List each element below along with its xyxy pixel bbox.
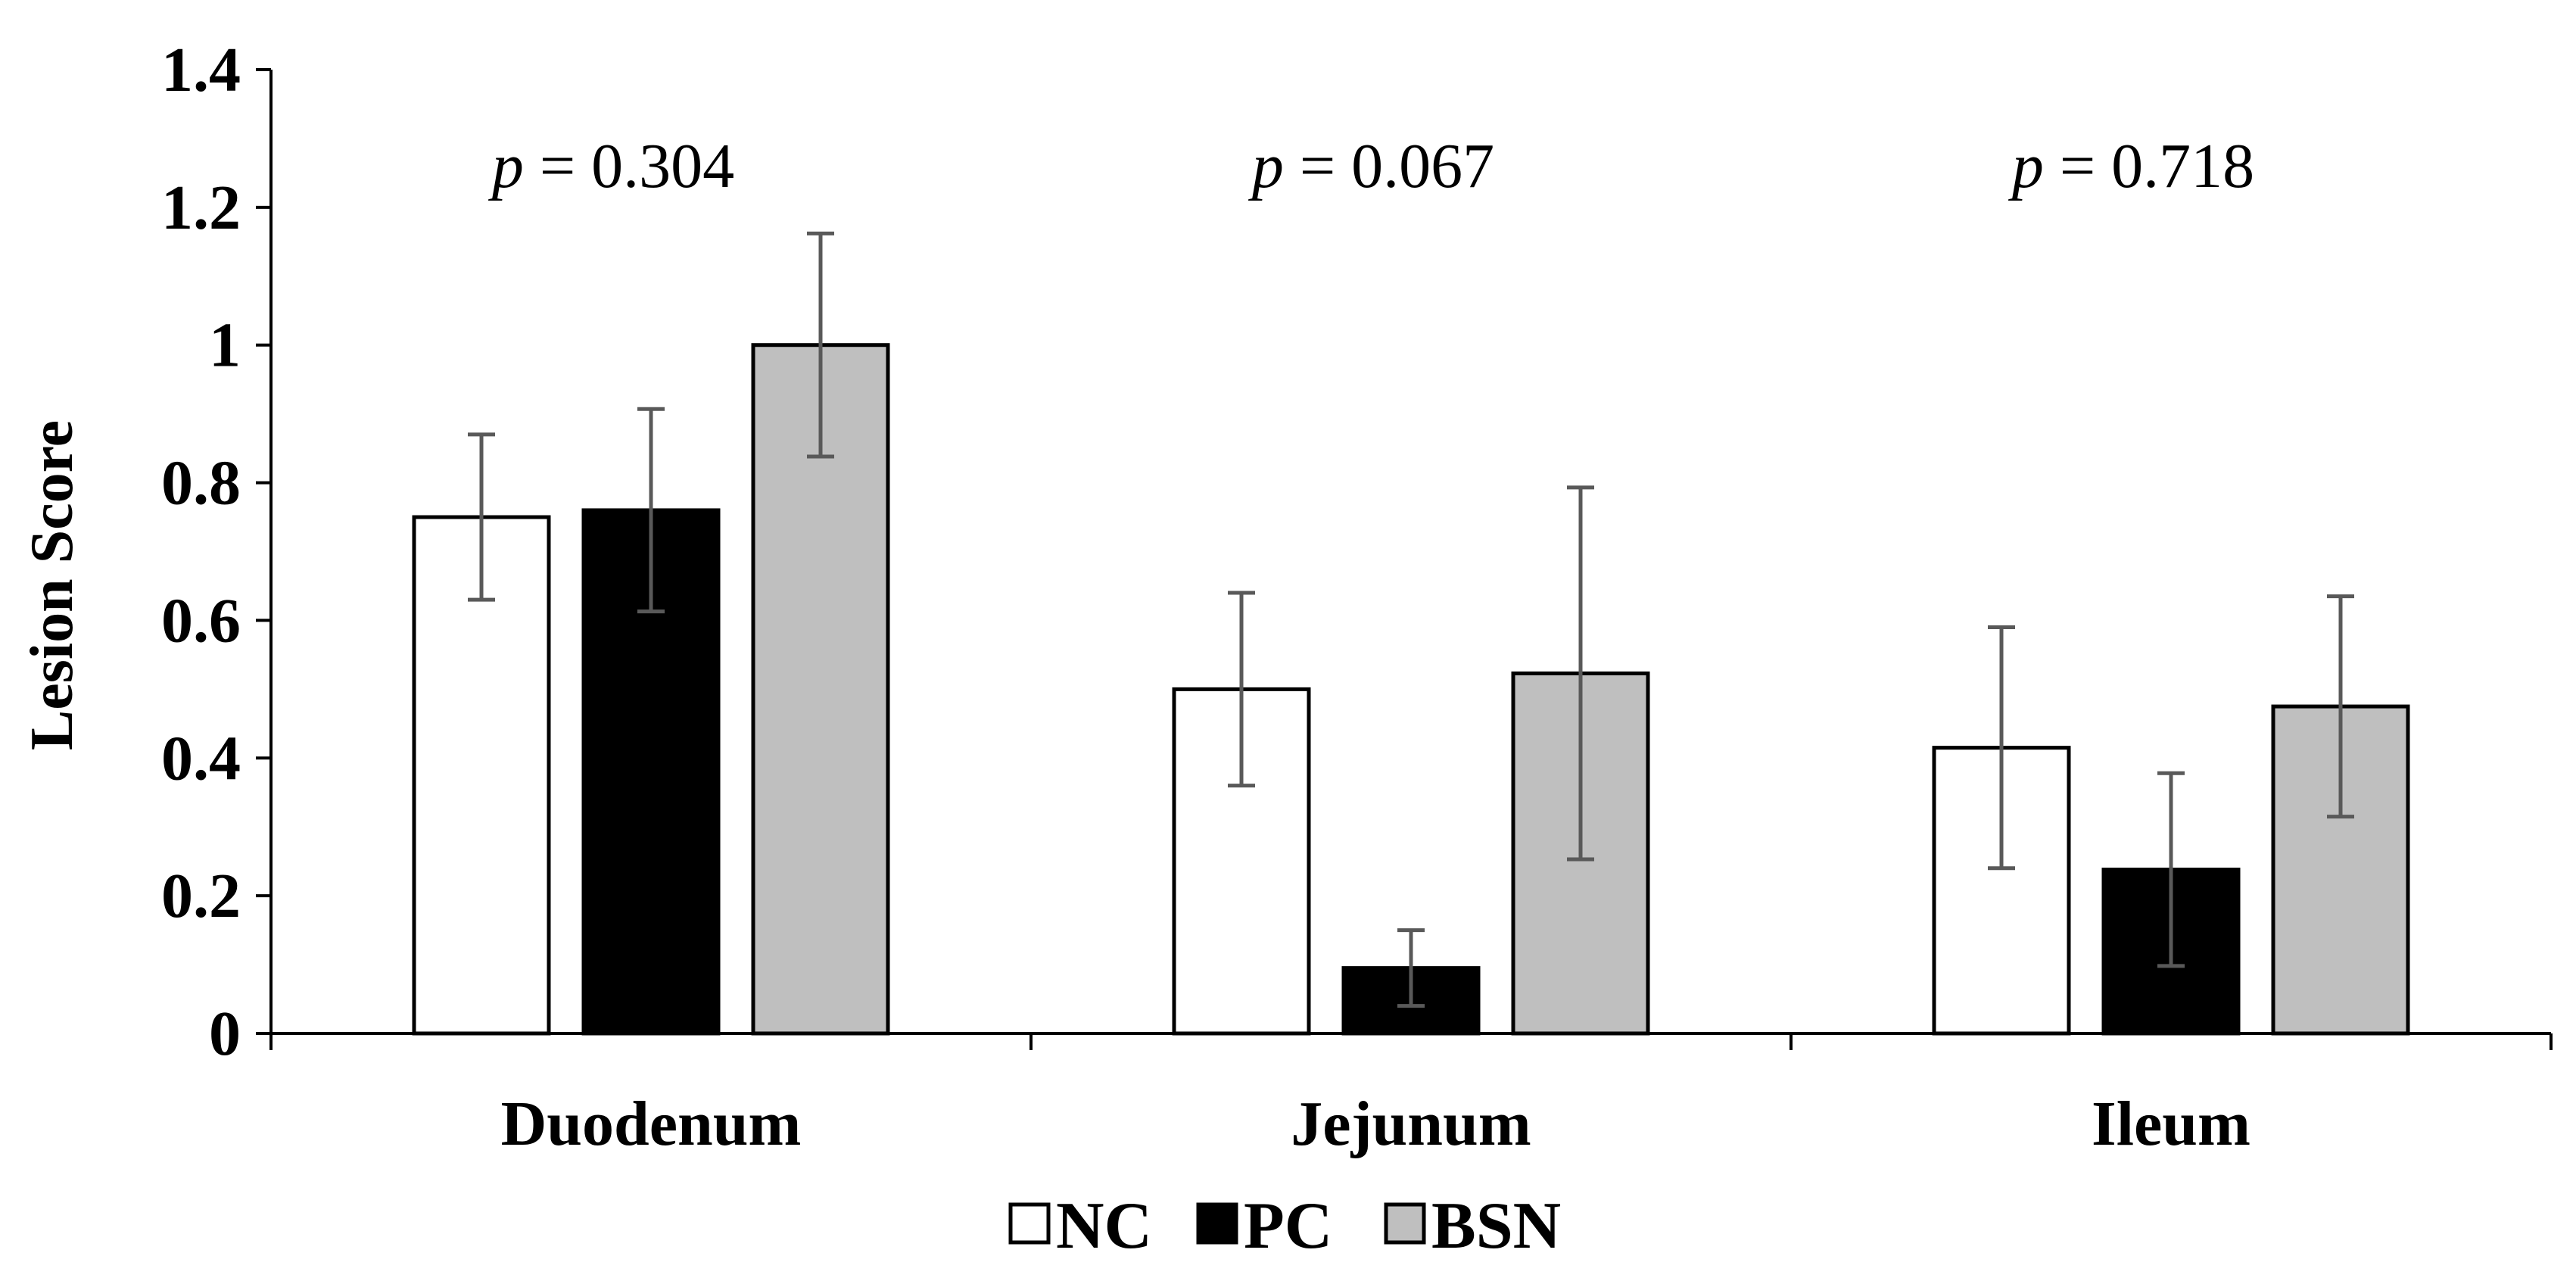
y-axis: 0 0.2 0.4 0.6 0.8 1 1.2 1.4 — [161, 35, 273, 1069]
legend-swatch-nc — [1008, 1202, 1051, 1245]
x-category-label: Ileum — [2092, 1089, 2250, 1159]
bar-nc-duodenum — [412, 515, 551, 1036]
legend-swatch-bsn — [1384, 1202, 1426, 1245]
y-tick-label: 0.2 — [161, 861, 241, 931]
p-value-text: = 0.067 — [1284, 131, 1494, 201]
p-value-annotation: p = 0.718 — [2008, 131, 2254, 201]
legend-label-nc: NC — [1056, 1189, 1152, 1263]
y-tick-label: 0.6 — [161, 585, 241, 656]
y-tick-label: 0 — [209, 999, 241, 1069]
p-value-text: = 0.304 — [524, 131, 734, 201]
y-tick-label: 0.8 — [161, 448, 241, 519]
x-category-label: Duodenum — [501, 1089, 802, 1159]
y-tick-label: 1.4 — [161, 35, 241, 105]
p-value-text: = 0.718 — [2044, 131, 2254, 201]
bar-bsn-duodenum — [751, 343, 890, 1036]
bars — [412, 231, 2410, 1036]
legend-label-pc: PC — [1244, 1189, 1332, 1263]
y-tick-label: 0.4 — [161, 723, 241, 793]
y-tick-label: 1.2 — [161, 173, 241, 243]
x-category-label: Jejunum — [1291, 1089, 1531, 1159]
p-symbol: p — [488, 131, 524, 201]
p-symbol: p — [1248, 131, 1284, 201]
legend-label-bsn: BSN — [1431, 1189, 1561, 1263]
y-tick-label: 1 — [209, 310, 241, 381]
y-axis-label: Lesion Score — [19, 420, 86, 750]
x-axis: Duodenum Jejunum Ileum — [269, 1032, 2553, 1159]
legend-swatch-pc — [1196, 1202, 1238, 1245]
p-value-annotation: p = 0.067 — [1248, 131, 1494, 201]
p-symbol: p — [2008, 131, 2044, 201]
p-value-annotation: p = 0.304 — [488, 131, 734, 201]
p-value-annotations: p = 0.304 p = 0.067 p = 0.718 — [488, 131, 2254, 201]
legend: NC PC BSN — [1008, 1189, 1561, 1263]
